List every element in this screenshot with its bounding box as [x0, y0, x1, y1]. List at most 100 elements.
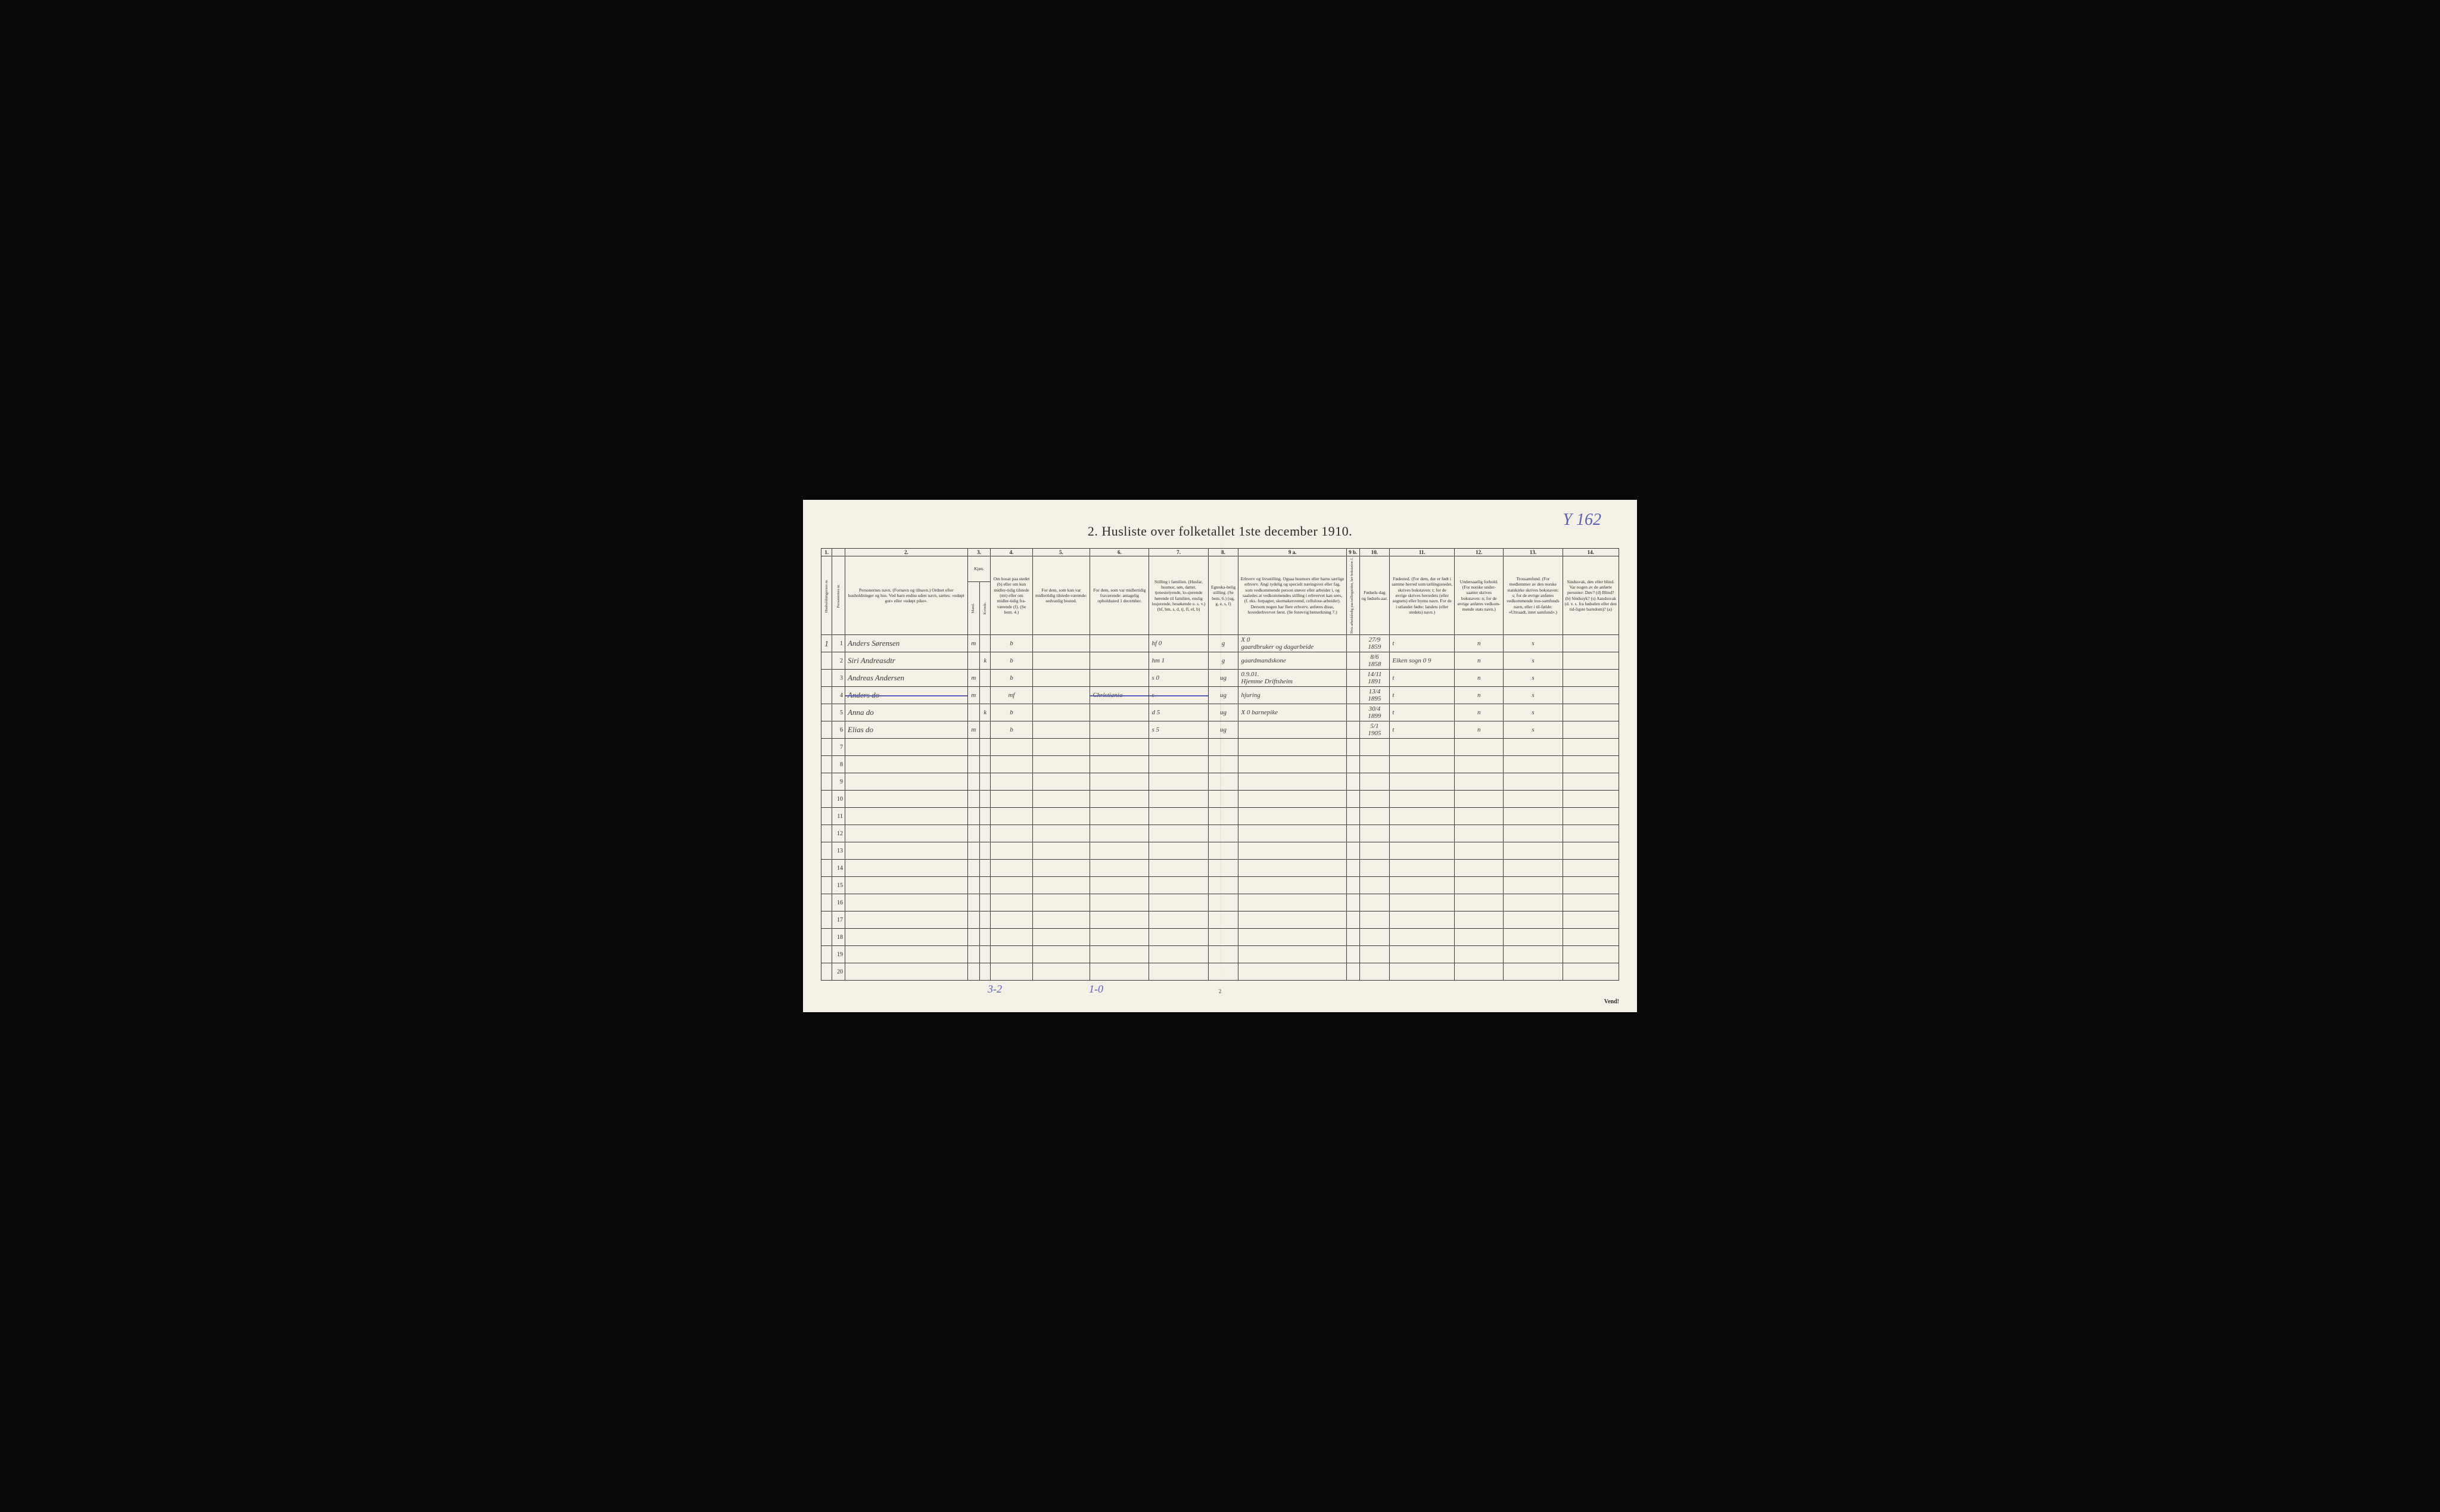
colnum: 9 b. [1346, 549, 1359, 556]
colnum: 14. [1563, 549, 1619, 556]
cell-name: Anders Sørensen [845, 635, 968, 652]
cell-occupation [1238, 963, 1346, 981]
header-disability: Sindssvak, døv eller blind. Var nogen av… [1563, 556, 1619, 635]
colnum: 8. [1208, 549, 1238, 556]
cell-religion [1504, 842, 1563, 860]
cell-religion: s [1504, 652, 1563, 670]
cell-birthdate [1359, 911, 1390, 929]
cell-household-nr [821, 721, 832, 739]
cell-marital [1208, 842, 1238, 860]
cell-household-nr [821, 808, 832, 825]
cell-birthdate [1359, 842, 1390, 860]
cell-name: Siri Andreasdtr [845, 652, 968, 670]
cell-household-nr [821, 739, 832, 756]
cell-religion [1504, 929, 1563, 946]
cell-female [980, 739, 991, 756]
cell-disability [1563, 963, 1619, 981]
cell-citizenship [1455, 773, 1504, 791]
cell-household-nr [821, 773, 832, 791]
cell-birthplace [1390, 929, 1455, 946]
cell-unemployed [1346, 756, 1359, 773]
cell-disability [1563, 946, 1619, 963]
cell-citizenship [1455, 860, 1504, 877]
cell-temp-absent [1090, 946, 1149, 963]
cell-family-pos [1149, 946, 1208, 963]
table-row: 9 [821, 773, 1619, 791]
cell-disability [1563, 704, 1619, 721]
cell-family-pos: d 5 [1149, 704, 1208, 721]
cell-family-pos [1149, 877, 1208, 894]
annotation-bottom-left: 3-2 [988, 983, 1002, 995]
cell-residence [991, 963, 1032, 981]
cell-person-nr: 5 [832, 704, 845, 721]
cell-male [967, 860, 980, 877]
cell-temp-absent [1090, 929, 1149, 946]
cell-marital [1208, 808, 1238, 825]
cell-birthdate [1359, 739, 1390, 756]
cell-marital: ug [1208, 721, 1238, 739]
cell-person-nr: 8 [832, 756, 845, 773]
cell-disability [1563, 652, 1619, 670]
cell-temp-present [1032, 842, 1090, 860]
cell-name: Anna do [845, 704, 968, 721]
cell-occupation: 0.9.01. Hjemme Driftsheim [1238, 670, 1346, 687]
cell-temp-absent [1090, 756, 1149, 773]
cell-household-nr [821, 911, 832, 929]
cell-female [980, 894, 991, 911]
table-row: 17 [821, 911, 1619, 929]
cell-temp-absent [1090, 704, 1149, 721]
cell-marital [1208, 773, 1238, 791]
cell-household-nr [821, 652, 832, 670]
colnum: 11. [1390, 549, 1455, 556]
cell-female: k [980, 704, 991, 721]
colnum: 7. [1149, 549, 1208, 556]
cell-unemployed [1346, 946, 1359, 963]
cell-marital: g [1208, 652, 1238, 670]
cell-unemployed [1346, 860, 1359, 877]
cell-male [967, 894, 980, 911]
cell-disability [1563, 825, 1619, 842]
cell-male [967, 704, 980, 721]
cell-residence [991, 946, 1032, 963]
cell-temp-present [1032, 721, 1090, 739]
table-row: 13 [821, 842, 1619, 860]
cell-marital [1208, 739, 1238, 756]
cell-residence [991, 756, 1032, 773]
cell-temp-present [1032, 808, 1090, 825]
cell-temp-present [1032, 756, 1090, 773]
colnum: 10. [1359, 549, 1390, 556]
column-number-row: 1. 2. 3. 4. 5. 6. 7. 8. 9 a. 9 b. 10. 11… [821, 549, 1619, 556]
cell-birthdate: 8/6 1858 [1359, 652, 1390, 670]
cell-disability [1563, 670, 1619, 687]
cell-disability [1563, 860, 1619, 877]
cell-female [980, 963, 991, 981]
table-row: 16 [821, 894, 1619, 911]
cell-birthdate [1359, 963, 1390, 981]
cell-temp-present [1032, 877, 1090, 894]
cell-citizenship [1455, 963, 1504, 981]
cell-male [967, 756, 980, 773]
colnum: 1. [821, 549, 832, 556]
cell-name [845, 825, 968, 842]
cell-name [845, 911, 968, 929]
cell-birthdate [1359, 929, 1390, 946]
cell-temp-present [1032, 739, 1090, 756]
cell-birthplace [1390, 773, 1455, 791]
cell-disability [1563, 721, 1619, 739]
table-row: 8 [821, 756, 1619, 773]
cell-household-nr [821, 687, 832, 704]
cell-male [967, 911, 980, 929]
cell-disability [1563, 842, 1619, 860]
header-birthdate: Fødsels-dag og fødsels-aar. [1359, 556, 1390, 635]
cell-birthdate [1359, 756, 1390, 773]
turn-page-label: Vend! [1604, 998, 1619, 1005]
cell-temp-absent [1090, 808, 1149, 825]
cell-name [845, 739, 968, 756]
cell-temp-absent [1090, 670, 1149, 687]
cell-birthplace [1390, 860, 1455, 877]
cell-family-pos [1149, 842, 1208, 860]
cell-family-pos [1149, 894, 1208, 911]
cell-male: m [967, 721, 980, 739]
cell-residence [991, 911, 1032, 929]
cell-religion [1504, 791, 1563, 808]
